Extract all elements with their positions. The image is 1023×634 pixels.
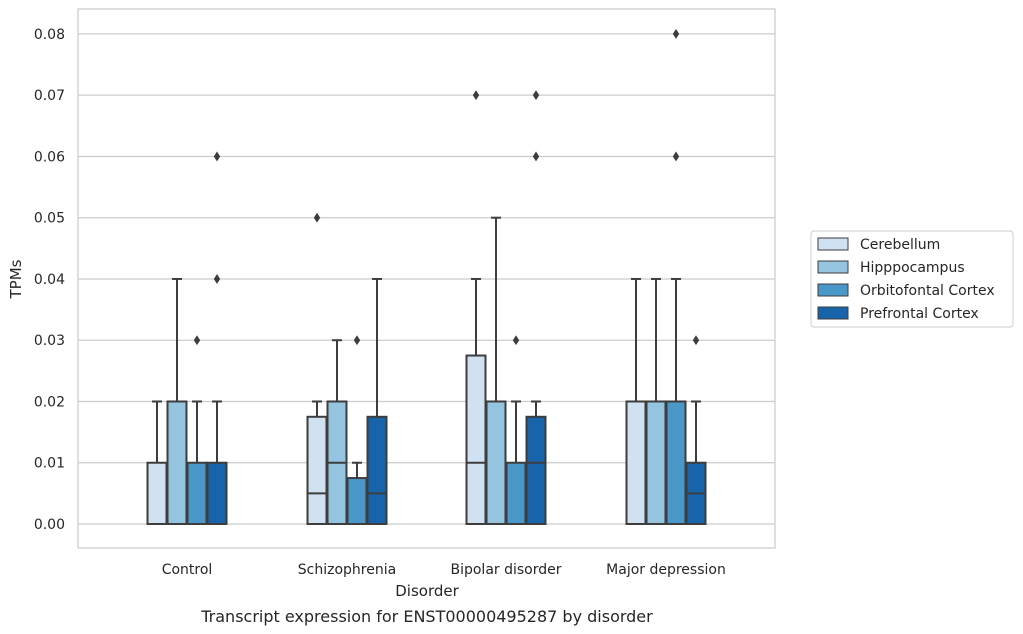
plot-frame xyxy=(77,8,776,549)
box-hipppocampus xyxy=(326,339,348,526)
y-tick-label: 0.05 xyxy=(34,211,65,227)
box-orbitofontal-cortex xyxy=(186,335,208,525)
outlier-point xyxy=(353,335,361,346)
y-axis-ticks: 0.00 0.01 0.02 0.03 0.04 0.05 0.06 0.07 0.08 xyxy=(34,27,65,533)
x-tick-label: Major depression xyxy=(606,562,726,578)
outlier-point xyxy=(672,29,680,39)
box-group-schizophrenia xyxy=(306,212,388,526)
legend-swatch xyxy=(817,237,849,251)
box-hipppocampus xyxy=(645,277,667,526)
chart-caption: Transcript expression for ENST0000049528… xyxy=(200,607,653,626)
x-tick-label: Control xyxy=(162,562,213,578)
y-tick-label: 0.01 xyxy=(34,456,65,472)
y-tick-label: 0.04 xyxy=(34,272,65,288)
box-body xyxy=(505,461,527,525)
extra-outliers xyxy=(672,29,680,162)
outlier-point xyxy=(213,151,221,162)
outlier-point xyxy=(532,151,540,162)
legend-label: Prefrontal Cortex xyxy=(860,306,979,322)
legend-label: Hipppocampus xyxy=(860,260,965,276)
box-prefrontal-cortex xyxy=(366,277,388,526)
box-body xyxy=(206,461,228,525)
legend-label: Cerebellum xyxy=(860,237,940,253)
y-tick-label: 0.06 xyxy=(34,149,65,165)
box-body xyxy=(166,400,188,526)
box-group-control xyxy=(146,151,228,526)
outlier-point xyxy=(532,90,540,101)
box-body xyxy=(146,461,168,525)
outlier-point xyxy=(512,335,520,346)
box-orbitofontal-cortex xyxy=(346,335,368,525)
box-body xyxy=(346,477,368,525)
legend-label: Orbitofontal Cortex xyxy=(860,283,995,299)
outlier-point xyxy=(213,274,221,284)
legend-swatch xyxy=(817,306,849,320)
outlier-point xyxy=(692,335,700,346)
legend-swatch xyxy=(817,283,849,297)
box-body xyxy=(645,400,667,526)
box-orbitofontal-cortex xyxy=(665,277,687,526)
outlier-point xyxy=(472,90,480,101)
outlier-point xyxy=(672,151,680,162)
box-cerebellum xyxy=(146,400,168,525)
box-hipppocampus xyxy=(485,216,507,526)
y-tick-label: 0.08 xyxy=(34,27,65,43)
box-body xyxy=(366,415,388,526)
box-cerebellum xyxy=(306,212,328,526)
box-cerebellum xyxy=(625,277,647,526)
box-groups xyxy=(146,29,707,526)
box-prefrontal-cortex xyxy=(685,335,707,525)
box-group-bipolar-disorder xyxy=(465,90,547,526)
box-body xyxy=(465,354,487,525)
box-body xyxy=(625,400,647,526)
box-orbitofontal-cortex xyxy=(505,335,527,525)
x-tick-label: Schizophrenia xyxy=(298,562,396,578)
box-group-major-depression xyxy=(625,277,707,526)
x-tick-label: Bipolar disorder xyxy=(450,562,561,578)
y-tick-label: 0.07 xyxy=(34,88,65,104)
outlier-point xyxy=(193,335,201,346)
outlier-point xyxy=(313,212,321,223)
box-hipppocampus xyxy=(166,277,188,526)
box-body xyxy=(306,415,328,526)
box-prefrontal-cortex xyxy=(525,90,547,526)
y-tick-label: 0.00 xyxy=(34,517,65,533)
y-tick-label: 0.02 xyxy=(34,394,65,410)
y-tick-label: 0.03 xyxy=(34,333,65,349)
legend-swatch xyxy=(817,260,849,274)
box-body xyxy=(186,461,208,525)
box-body xyxy=(665,400,687,526)
legend: Cerebellum Hipppocampus Orbitofontal Corte… xyxy=(810,230,1014,328)
box-body xyxy=(525,415,547,526)
x-axis-label: Disorder xyxy=(395,582,459,600)
box-body xyxy=(485,400,507,526)
legend-frame xyxy=(810,230,1014,328)
y-axis-label: TPMs xyxy=(7,259,25,299)
box-prefrontal-cortex xyxy=(206,151,228,525)
x-axis-ticks: Control Schizophrenia Bipolar disorder Majo… xyxy=(162,562,726,578)
